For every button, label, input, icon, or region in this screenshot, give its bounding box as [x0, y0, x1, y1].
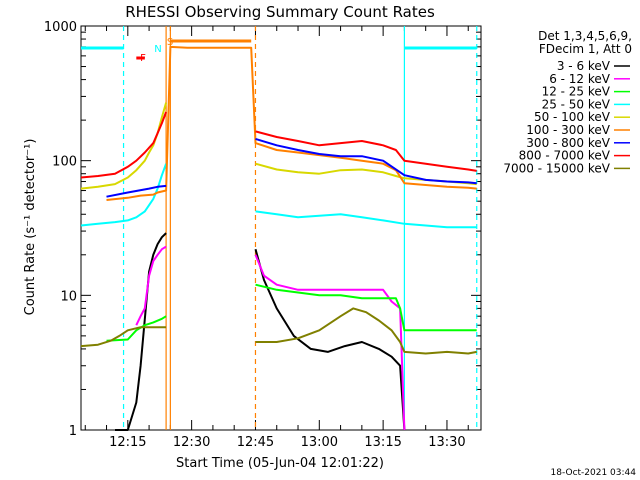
x-tick-label: 12:30	[173, 435, 210, 450]
flag-bar-f	[136, 56, 145, 60]
x-tick-label: 12:15	[109, 435, 146, 450]
y-tick-label: 1000	[44, 20, 77, 35]
x-tick-label: 13:00	[301, 435, 338, 450]
series-line-4	[80, 163, 477, 229]
y-tick-label: 1	[69, 424, 77, 439]
legend-entry-label: 50 - 100 keV	[534, 110, 611, 124]
legend: Det 1,3,4,5,6,9,FDecim 1, Att 0 3 - 6 keV…	[503, 29, 632, 175]
axes: 1 10 100 1000 12:15 12:30 12:45 13:00 13:15 13:30	[44, 20, 482, 450]
flag-bar-n	[81, 46, 124, 50]
y-axis-label: Count Rate (s⁻¹ detector⁻¹)	[23, 139, 38, 316]
legend-entry-label: 100 - 300 keV	[526, 123, 610, 137]
y-tick-label: 100	[52, 155, 77, 170]
legend-entry-label: 7000 - 15000 keV	[503, 161, 610, 175]
flag-bars: SNF	[81, 37, 477, 64]
y-tick-label: 10	[60, 289, 77, 304]
series-lines	[80, 45, 477, 431]
x-tick-label: 12:45	[237, 435, 274, 450]
footer-timestamp: 18-Oct-2021 03:44	[551, 468, 637, 478]
time-markers	[122, 26, 478, 430]
legend-entry-label: 12 - 25 keV	[542, 85, 611, 99]
legend-entry-label: 25 - 50 keV	[542, 97, 611, 111]
series-line-3	[106, 283, 477, 342]
legend-header-line: FDecim 1, Att 0	[539, 42, 632, 56]
legend-entry-label: 300 - 800 keV	[526, 136, 610, 150]
legend-entry-label: 800 - 7000 keV	[519, 149, 611, 163]
legend-entry-label: 3 - 6 keV	[557, 59, 611, 73]
flag-label-n: N	[154, 44, 161, 55]
flag-label-s: S	[167, 37, 173, 48]
flag-label-f: F	[140, 53, 146, 64]
legend-header-line: Det 1,3,4,5,6,9,	[538, 29, 632, 43]
series-line-1	[115, 232, 406, 431]
series-line-6	[106, 45, 477, 201]
flag-bar-n	[404, 46, 477, 50]
series-line-8	[80, 111, 477, 179]
plot-frame	[80, 25, 482, 431]
legend-entry-label: 6 - 12 keV	[549, 72, 611, 86]
series-line-9	[80, 307, 477, 355]
series-line-2	[135, 245, 406, 431]
flag-bar-s	[170, 39, 252, 43]
series-line-7	[106, 137, 477, 198]
x-tick-label: 13:15	[364, 435, 401, 450]
x-axis-label: Start Time (05-Jun-04 12:01:22)	[176, 456, 384, 471]
x-tick-label: 13:30	[428, 435, 465, 450]
chart-title: RHESSI Observing Summary Count Rates	[125, 3, 435, 21]
